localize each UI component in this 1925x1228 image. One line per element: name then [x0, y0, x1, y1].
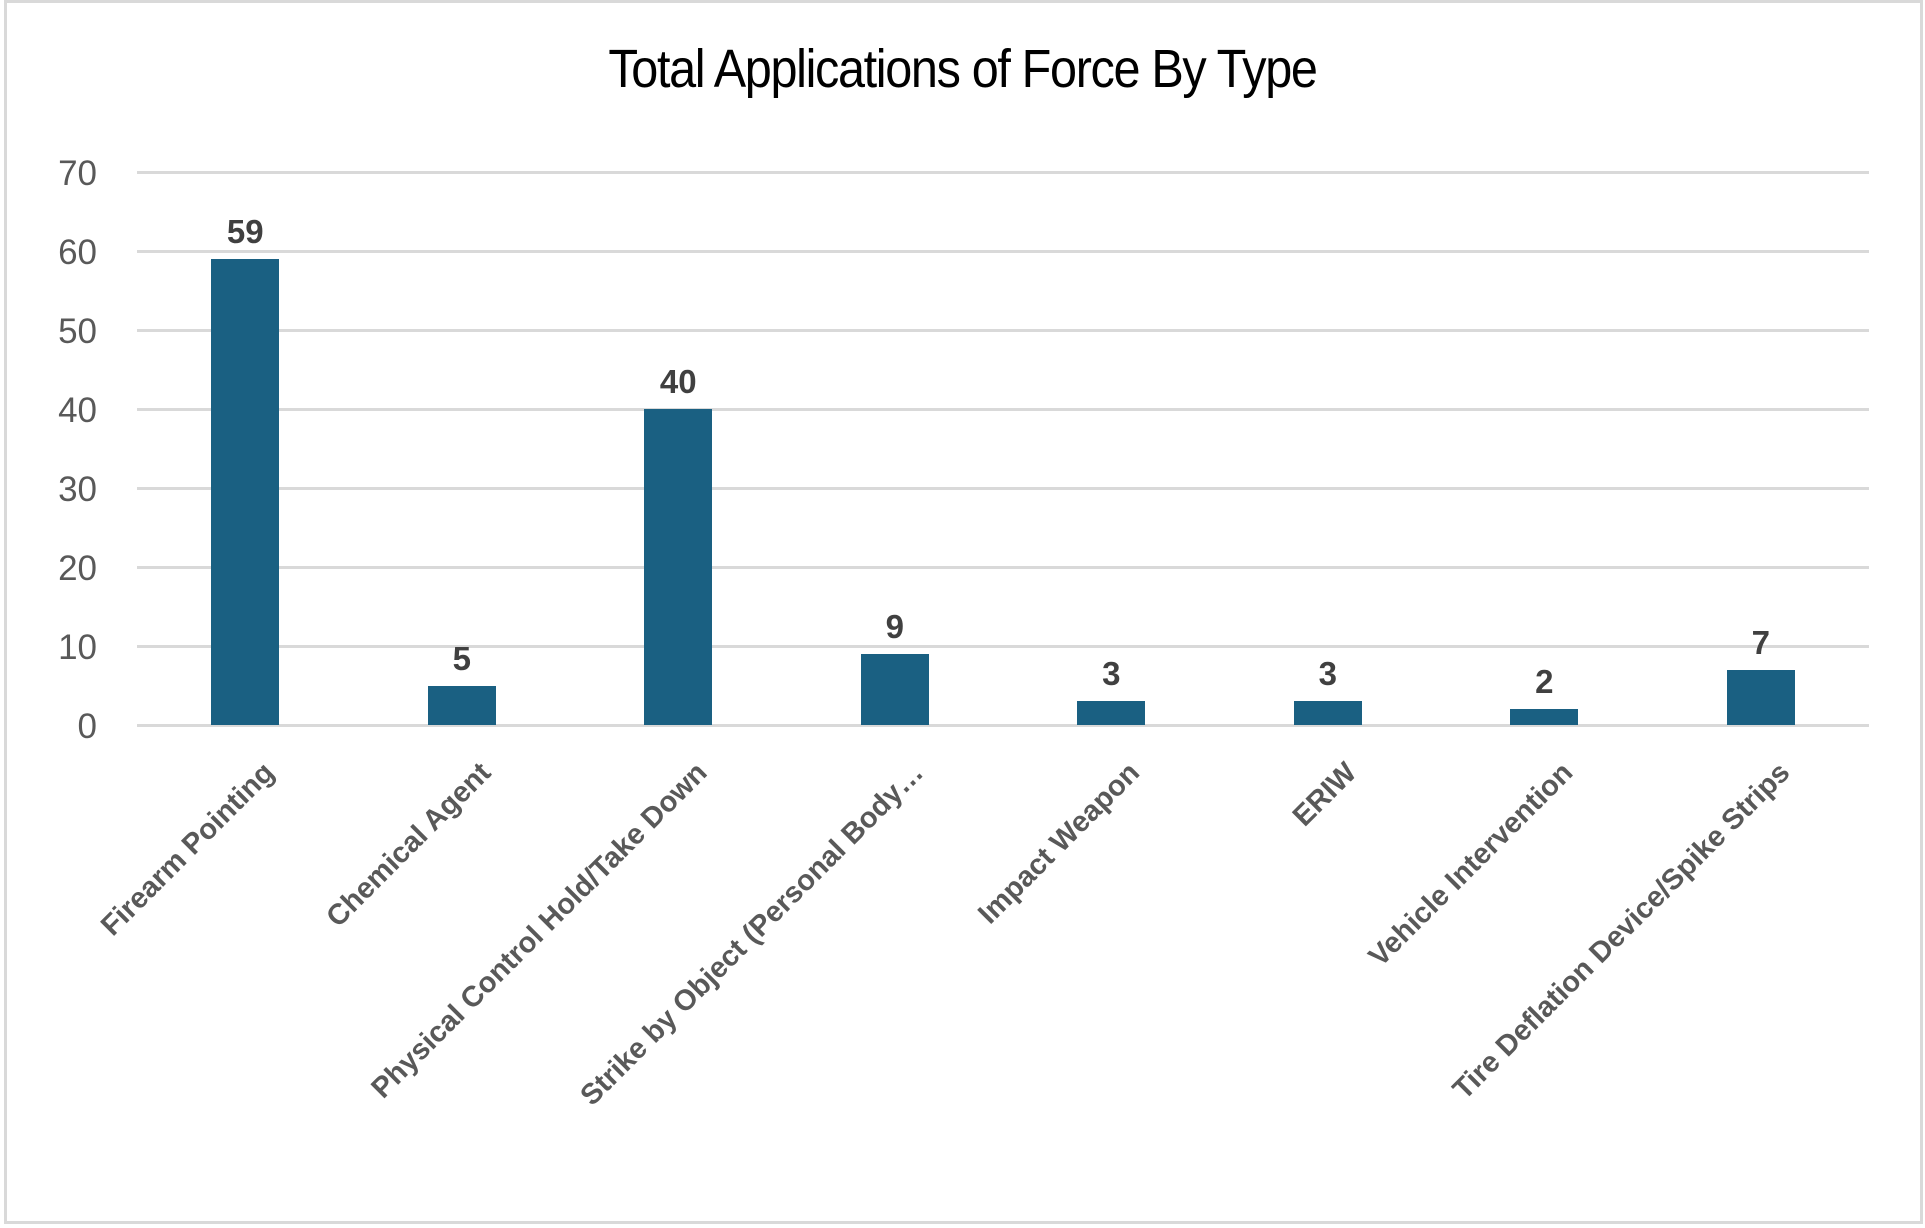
- y-axis-tick-label: 0: [77, 707, 97, 746]
- gridline: [137, 328, 1869, 332]
- bar[interactable]: [211, 258, 280, 725]
- x-axis-category-label: Strike by Object (Personal Body…: [574, 756, 930, 1112]
- data-label: 2: [1535, 663, 1554, 701]
- x-axis-category-label: Vehicle Intervention: [1363, 756, 1580, 973]
- y-axis-tick-label: 10: [58, 628, 97, 667]
- gridline: [137, 407, 1869, 411]
- y-axis-tick-label: 40: [58, 391, 97, 430]
- data-label: 9: [885, 607, 904, 645]
- chart-frame: [4, 0, 1923, 1224]
- gridline: [137, 170, 1869, 174]
- gridline: [137, 249, 1869, 253]
- x-axis-category-label: ERIW: [1286, 756, 1363, 833]
- bar[interactable]: [1077, 701, 1146, 725]
- gridline: [137, 565, 1869, 569]
- data-label: 7: [1751, 623, 1770, 661]
- data-label: 3: [1318, 655, 1337, 693]
- y-axis-tick-label: 20: [58, 549, 97, 588]
- bar[interactable]: [860, 653, 929, 725]
- bar[interactable]: [1293, 701, 1362, 725]
- x-axis-category-label: Chemical Agent: [320, 756, 498, 934]
- bar[interactable]: [1726, 669, 1795, 725]
- data-label: 3: [1102, 655, 1121, 693]
- y-axis-tick-label: 70: [58, 154, 97, 193]
- x-axis-category-label: Firearm Pointing: [95, 756, 281, 943]
- gridline: [137, 723, 1869, 727]
- data-label: 5: [452, 639, 471, 677]
- bar[interactable]: [427, 685, 496, 725]
- x-axis-category-label: Tire Deflation Device/Spike Strips: [1446, 756, 1796, 1106]
- data-label: 59: [226, 212, 264, 250]
- data-label: 40: [659, 363, 697, 400]
- chart-title: Total Applications of Force By Type: [608, 39, 1318, 99]
- x-axis-category-label: Physical Control Hold/Take Down: [365, 756, 714, 1105]
- bar[interactable]: [1510, 709, 1579, 725]
- gridline: [137, 644, 1869, 648]
- y-axis-tick-label: 60: [58, 233, 97, 272]
- gridline: [137, 486, 1869, 490]
- bar[interactable]: [644, 409, 713, 725]
- x-axis-category-label: Impact Weapon: [972, 756, 1147, 931]
- y-axis-tick-label: 30: [58, 470, 97, 509]
- y-axis-tick-label: 50: [58, 312, 97, 351]
